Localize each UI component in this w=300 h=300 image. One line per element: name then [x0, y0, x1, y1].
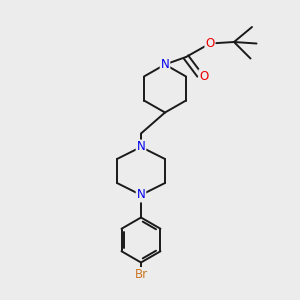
- Text: Br: Br: [134, 268, 148, 281]
- Text: N: N: [160, 58, 169, 71]
- Text: O: O: [206, 37, 214, 50]
- Text: N: N: [136, 188, 146, 202]
- Text: N: N: [136, 140, 146, 154]
- Text: O: O: [200, 70, 208, 83]
